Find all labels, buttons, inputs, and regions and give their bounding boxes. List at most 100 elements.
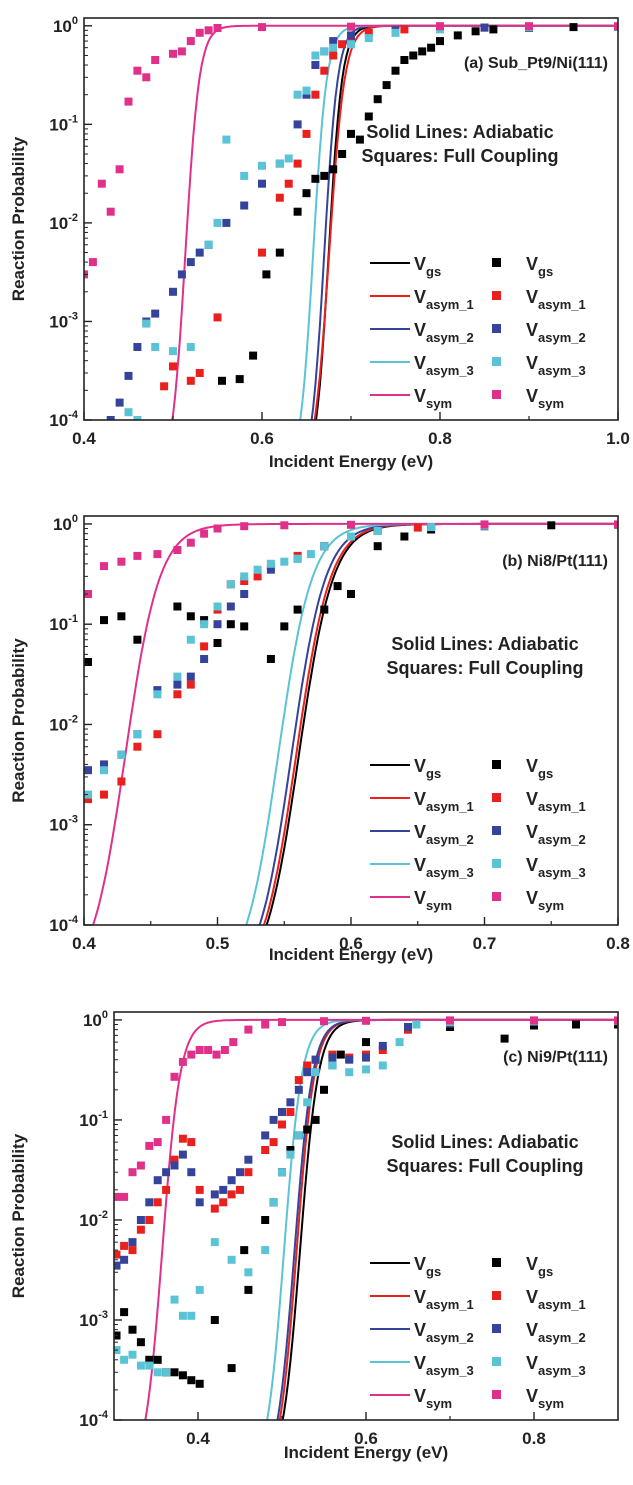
point-V_gs <box>302 189 311 198</box>
adiabatic-lines <box>171 24 618 420</box>
point-V_sym <box>530 1016 538 1025</box>
point-V_asym_3 <box>364 34 373 43</box>
legend-label-square: Vgs <box>526 756 553 781</box>
point-V_gs <box>418 47 427 56</box>
point-V_asym_1 <box>114 1250 121 1259</box>
point-V_asym_1 <box>213 313 222 322</box>
legend-square-V_gs <box>492 258 501 267</box>
point-V_asym_2 <box>177 270 186 279</box>
point-V_asym_2 <box>329 37 338 46</box>
point-V_asym_2 <box>114 1261 121 1270</box>
legend-label-square: Vgs <box>526 254 553 279</box>
point-V_asym_1 <box>210 1204 219 1213</box>
point-V_gs <box>329 165 338 174</box>
legend-square-V_asym_3 <box>492 357 501 366</box>
point-V_asym_1 <box>240 577 249 585</box>
point-V_gs <box>453 31 462 40</box>
y-tick-label: 10-2 <box>49 212 78 233</box>
point-V_gs <box>133 635 142 644</box>
legend: Vgs Vgs Vasym_1 Vasym_1 Vasym_2 Vasym_2 Vasym_… <box>370 254 586 411</box>
point-V_gs <box>178 1371 187 1380</box>
point-V_asym_1 <box>153 1198 162 1207</box>
full-coupling-points <box>84 520 618 804</box>
point-V_asym_2 <box>128 1238 137 1247</box>
x-tick-label: 0.4 <box>186 1429 210 1448</box>
point-V_asym_2 <box>106 416 115 420</box>
panel-label: (c) Ni9/Pt(111) <box>503 1049 608 1066</box>
point-V_asym_3 <box>120 1355 129 1364</box>
point-V_asym_3 <box>284 154 293 163</box>
point-V_asym_3 <box>153 690 162 699</box>
point-V_gs <box>227 1364 236 1373</box>
point-V_sym <box>153 550 162 559</box>
point-V_asym_1 <box>219 1198 228 1207</box>
point-V_asym_3 <box>303 1098 312 1107</box>
adiabatic-line-V_sym <box>171 24 618 420</box>
point-V_asym_1 <box>294 1076 303 1085</box>
point-V_asym_2 <box>222 218 231 227</box>
point-V_asym_2 <box>187 1168 196 1177</box>
point-V_asym_3 <box>306 550 315 559</box>
point-V_sym <box>280 521 289 530</box>
point-V_asym_1 <box>173 690 182 699</box>
point-V_asym_1 <box>329 51 338 60</box>
point-V_asym_2 <box>100 760 108 769</box>
point-V_gs <box>311 174 320 183</box>
point-V_asym_1 <box>145 1216 154 1224</box>
point-V_gs <box>311 1115 320 1124</box>
point-V_gs <box>569 23 578 32</box>
y-tick-label: 10-2 <box>49 713 78 734</box>
point-V_asym_2 <box>266 565 275 574</box>
lines-note: Solid Lines: Adiabatic <box>391 1132 578 1152</box>
point-V_asym_2 <box>219 1185 228 1194</box>
point-V_asym_2 <box>178 1150 187 1159</box>
legend-square-V_asym_2 <box>492 324 501 333</box>
point-V_asym_3 <box>311 51 320 60</box>
point-V_asym_3 <box>261 1246 270 1255</box>
point-V_gs <box>373 95 382 104</box>
legend-label-square: Vasym_1 <box>526 1287 586 1312</box>
y-tick-label: 10-4 <box>79 1409 109 1430</box>
point-V_sym <box>261 1020 270 1029</box>
point-V_asym_3 <box>253 565 262 574</box>
point-V_asym_1 <box>178 1134 187 1143</box>
point-V_sym <box>186 37 195 46</box>
point-V_asym_1 <box>100 790 108 799</box>
legend: Vgs Vgs Vasym_1 Vasym_1 Vasym_2 Vasym_2 Vasym_… <box>370 1254 586 1411</box>
point-V_asym_1 <box>195 1185 204 1194</box>
legend-label-square: Vasym_1 <box>526 789 586 814</box>
point-V_asym_1 <box>278 1120 286 1129</box>
point-V_asym_3 <box>128 1350 137 1359</box>
point-V_asym_2 <box>226 602 235 611</box>
point-V_gs <box>303 1125 312 1134</box>
y-tick-label: 100 <box>53 513 78 534</box>
x-axis-title: Incident Energy (eV) <box>284 1443 448 1462</box>
legend-label-line: Vasym_2 <box>414 320 474 345</box>
point-V_gs <box>355 135 364 144</box>
point-V_asym_1 <box>286 1108 295 1116</box>
point-V_asym_3 <box>293 90 302 99</box>
point-V_sym <box>136 1161 145 1170</box>
point-V_sym <box>446 1016 454 1025</box>
point-V_gs <box>145 1355 154 1364</box>
legend-label-square: Vasym_3 <box>526 353 586 378</box>
lines-note: Solid Lines: Adiabatic <box>391 634 578 654</box>
point-V_asym_3 <box>186 635 195 644</box>
point-V_asym_3 <box>200 620 209 629</box>
point-V_asym_3 <box>293 554 302 563</box>
point-V_asym_2 <box>293 120 302 129</box>
point-V_sym <box>100 562 108 571</box>
point-V_asym_3 <box>133 730 142 739</box>
point-V_asym_2 <box>133 343 142 351</box>
point-V_asym_2 <box>261 1131 270 1140</box>
point-V_asym_3 <box>258 161 266 170</box>
point-V_asym_1 <box>253 572 262 581</box>
point-V_sym <box>178 1057 187 1066</box>
point-V_sym <box>480 520 489 529</box>
x-tick-label: 0.6 <box>354 1429 378 1448</box>
point-V_gs <box>400 56 409 64</box>
point-V_sym <box>187 1050 196 1059</box>
point-V_sym <box>114 1192 121 1201</box>
x-tick-label: 0.4 <box>72 429 96 448</box>
adiabatic-line-V_gs <box>315 24 618 420</box>
